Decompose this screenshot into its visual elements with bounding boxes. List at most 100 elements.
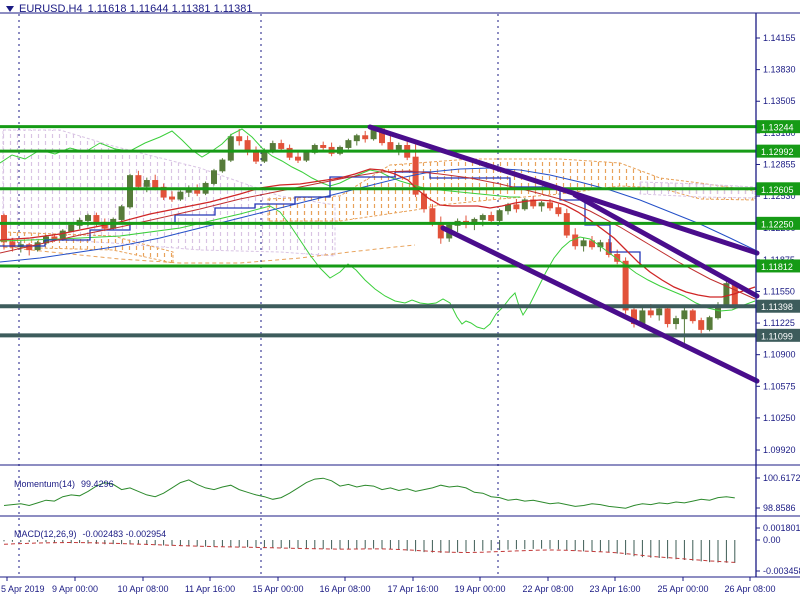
level-tag-box: [756, 328, 800, 342]
level-tag-box: [756, 120, 800, 134]
candle-body: [286, 147, 293, 158]
candle-body: [269, 143, 276, 151]
candle-bull: [118, 204, 125, 222]
candle-bull: [211, 168, 217, 186]
price-tick-label: 1.14155: [763, 33, 796, 43]
macd-window: [3, 540, 736, 563]
candle-body: [580, 240, 587, 247]
candle-body: [278, 143, 285, 149]
candle-body: [521, 199, 528, 210]
candle-bull: [127, 173, 133, 209]
time-tick-label: 17 Apr 16:00: [387, 584, 438, 594]
candle-body: [1, 215, 7, 243]
price-tick-label: 1.13505: [763, 96, 796, 106]
candle-body: [505, 204, 511, 212]
candle-body: [555, 207, 562, 215]
candle-body: [118, 206, 125, 220]
time-tick-label: 22 Apr 08:00: [522, 584, 573, 594]
candle-body: [362, 135, 369, 140]
candle-bear: [236, 128, 243, 146]
candle-bear: [135, 170, 142, 190]
level-tag-box: [756, 216, 800, 230]
kijun-blue-line: [0, 171, 755, 267]
candle-body: [68, 224, 75, 232]
candle-bear: [488, 211, 495, 224]
level-price-tag: 1.11099: [756, 328, 800, 342]
candle-body: [437, 222, 444, 239]
descending-trendline: [367, 124, 760, 256]
candle-body: [656, 308, 663, 316]
tenkan-red-line: [0, 168, 756, 298]
candle-bear: [513, 199, 520, 213]
price-tick-label: 1.10575: [763, 381, 796, 391]
candle-body: [295, 156, 301, 161]
level-tag-text: 1.12992: [761, 147, 794, 157]
time-tick-label: 19 Apr 00:00: [454, 584, 505, 594]
candle-bear: [253, 146, 259, 164]
window-borders: [0, 12, 800, 578]
candle-bear: [698, 317, 705, 334]
symbol-timeframe: EURUSD,H4: [19, 3, 83, 15]
price-axis: 1.141551.138301.135051.131801.128551.125…: [756, 33, 800, 576]
candle-bull: [706, 315, 713, 332]
candle-body: [538, 202, 545, 207]
candle-body: [513, 204, 520, 210]
candle-body: [85, 215, 91, 221]
price-tick-label: 1.09920: [763, 445, 796, 455]
level-tag-text: 1.11398: [761, 302, 793, 312]
candle-body: [127, 175, 133, 208]
candle-body: [496, 210, 503, 221]
time-tick-label: 25 Apr 00:00: [657, 584, 708, 594]
candle-bull: [345, 138, 352, 150]
candle-body: [605, 242, 612, 255]
momentum-indicator-label: Momentum(14) 99.4296: [4, 469, 114, 499]
price-tick-label: 1.12530: [763, 191, 796, 201]
level-tag-box: [756, 144, 800, 158]
price-tick-label: 1.10900: [763, 350, 796, 360]
candle-body: [9, 241, 16, 248]
ma-red-line: [0, 170, 756, 300]
candle-body: [706, 317, 713, 330]
candle-bull: [177, 190, 184, 201]
symbol-dropdown-icon[interactable]: [6, 6, 14, 12]
level-tag-box: [756, 299, 800, 313]
time-tick-label: 23 Apr 16:00: [589, 584, 640, 594]
candle-body: [387, 142, 394, 150]
time-tick-label: 9 Apr 00:00: [52, 584, 98, 594]
indicator-axis-label: 98.8586: [763, 503, 796, 513]
candle-bull: [227, 133, 234, 163]
time-tick-label: 10 Apr 08:00: [117, 584, 168, 594]
momentum-name: Momentum(14): [14, 479, 76, 489]
momentum-window: [3, 477, 735, 509]
time-tick-label: 26 Apr 08:00: [724, 584, 775, 594]
trendlines: [367, 124, 760, 384]
price-tick-label: 1.11550: [763, 286, 795, 296]
candle-bear: [1, 213, 7, 250]
time-tick-label: 5 Apr 2019: [1, 584, 45, 594]
candle-bull: [538, 200, 545, 212]
momentum-value: 99.4296: [81, 479, 114, 489]
candle-body: [681, 310, 688, 320]
candle-body: [395, 145, 402, 150]
price-tick-label: 1.12855: [763, 159, 796, 169]
momentum-line: [3, 477, 735, 509]
candle-body: [152, 180, 159, 188]
descending-trendline: [572, 192, 760, 299]
candle-bear: [328, 142, 335, 157]
level-tag-text: 1.11099: [761, 331, 793, 341]
indicator-axis-label: 0.001801: [763, 523, 800, 533]
chart-title: EURUSD,H4 1.11618 1.11644 1.11381 1.1138…: [6, 3, 253, 15]
candle-bear: [387, 135, 394, 153]
candle-bear: [605, 238, 612, 258]
level-price-tag: 1.12992: [756, 144, 800, 158]
candle-body: [429, 208, 436, 224]
candle-body: [572, 234, 579, 247]
candle-body: [689, 310, 696, 322]
level-price-tag: 1.12605: [756, 182, 800, 196]
time-tick-label: 11 Apr 16:00: [185, 584, 235, 594]
candle-bull: [656, 306, 663, 321]
candle-bull: [521, 198, 528, 211]
candle-bull: [580, 237, 587, 252]
candle-bear: [530, 196, 537, 209]
